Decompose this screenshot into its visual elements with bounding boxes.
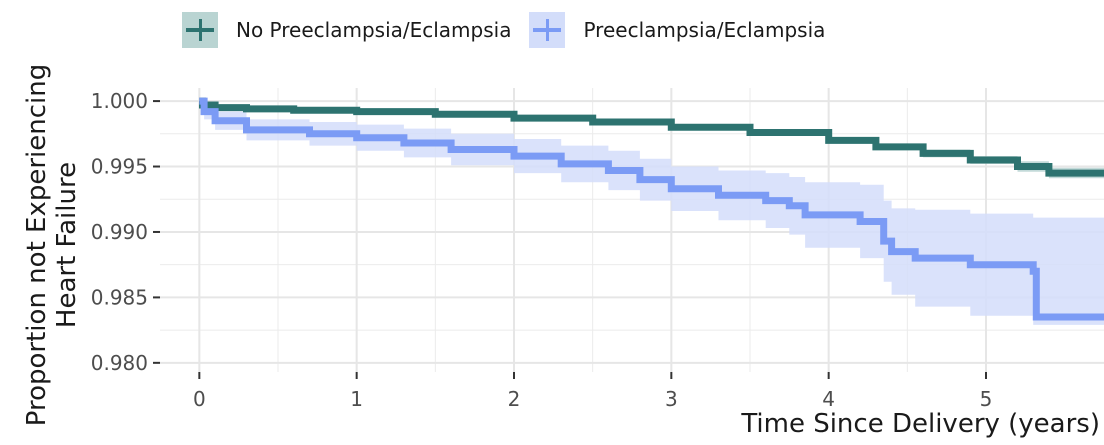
x-tick-label: 4: [822, 387, 835, 411]
y-tick-label: 0.990: [91, 220, 148, 244]
legend-label-no-preeclampsia: No Preeclampsia/Eclampsia: [236, 18, 512, 42]
y-axis-title-line2: Heart Failure: [52, 161, 82, 329]
y-tick-label: 0.985: [91, 285, 148, 309]
survival-lines: [199, 97, 1104, 321]
legend-key-no-preeclampsia: [182, 12, 218, 48]
y-tick-label: 1.000: [91, 89, 148, 113]
y-tick-label: 0.995: [91, 155, 148, 179]
y-axis-title-line1: Proportion not Experiencing: [22, 63, 52, 427]
x-tick-label: 2: [508, 387, 521, 411]
x-tick-label: 1: [350, 387, 363, 411]
axes: 0.980 0.985 0.990 0.995 1.000 0 1 2 3 4 5: [91, 89, 993, 411]
x-tick-label: 0: [193, 387, 206, 411]
legend-item-no-preeclampsia: No Preeclampsia/Eclampsia: [182, 12, 511, 48]
line-series-1: [199, 97, 1104, 321]
x-tick-label: 5: [980, 387, 993, 411]
legend-label-preeclampsia: Preeclampsia/Eclampsia: [583, 18, 826, 42]
y-axis-title: Proportion not Experiencing Heart Failur…: [22, 45, 82, 445]
ribbon-series-1: [199, 101, 1104, 325]
legend-item-preeclampsia: Preeclampsia/Eclampsia: [529, 12, 825, 48]
x-axis-title: Time Since Delivery (years): [741, 409, 1100, 439]
legend-key-preeclampsia: [529, 12, 566, 48]
legend: No Preeclampsia/Eclampsia Preeclampsia/E…: [182, 12, 843, 48]
line-series-0: [199, 97, 1104, 177]
x-tick-label: 3: [665, 387, 678, 411]
y-tick-label: 0.980: [91, 351, 148, 375]
